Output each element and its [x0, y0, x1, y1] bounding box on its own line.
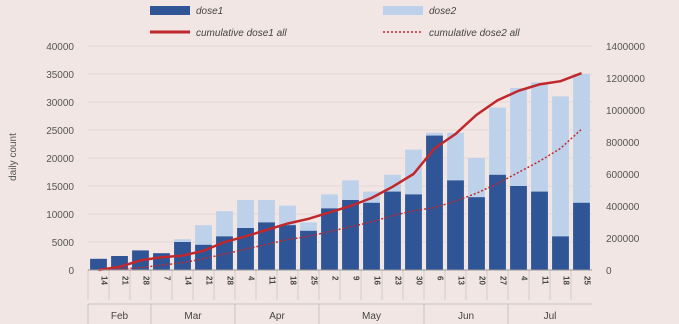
month-label: Feb: [111, 311, 129, 322]
date-tick-label: 18: [289, 276, 298, 285]
date-tick-label: 27: [499, 276, 508, 285]
cumulative-dose2-line: [98, 128, 583, 271]
legend-label-cum1: cumulative dose1 all: [196, 28, 287, 39]
date-tick-label: 21: [121, 276, 130, 285]
y-tick-label: 35000: [46, 70, 74, 81]
cumulative-dose1-line: [98, 72, 582, 272]
date-tick-label: 11: [268, 276, 277, 285]
y2-tick-label: 800000: [606, 138, 640, 149]
month-label: Jun: [458, 311, 474, 322]
y2-tick-label: 0: [606, 266, 612, 277]
month-labels: Feb Mar Apr May Jun Jul: [87, 303, 592, 324]
date-tick-label: 16: [373, 276, 382, 285]
y-tick-label: 30000: [46, 98, 74, 109]
date-tick-label: 2: [331, 276, 340, 281]
date-tick-label: 25: [310, 276, 319, 285]
dose1-bar: [573, 202, 590, 270]
legend: dose1 dose2 cumulative dose1 all cumulat…: [150, 6, 520, 39]
dose1-bar: [552, 236, 569, 270]
date-tick-label: 9: [352, 276, 361, 281]
dose1-bar: [258, 222, 275, 270]
month-label: Apr: [269, 311, 285, 322]
dose1-bar: [321, 208, 338, 270]
y2-tick-label: 200000: [606, 234, 640, 245]
dose2-bar: [552, 96, 569, 271]
date-tick-label: 23: [394, 276, 403, 285]
right-axis-ticks: 1400000 1200000 1000000 800000 600000 400000 2…: [606, 42, 645, 277]
date-tick-label: 30: [415, 276, 424, 285]
date-tick-label: 20: [478, 276, 487, 285]
dose1-bar: [363, 202, 380, 270]
dose1-bar: [342, 200, 359, 270]
dose1-bar: [384, 191, 401, 270]
legend-swatch-dose2: [383, 6, 423, 15]
dose1-bar: [468, 197, 485, 270]
dose1-bar: [489, 174, 506, 270]
y-tick-label: 10000: [46, 210, 74, 221]
y-tick-label: 25000: [46, 126, 74, 137]
date-tick-label: 7: [163, 276, 172, 281]
date-tick-label: 28: [142, 276, 151, 285]
dose1-bar: [279, 225, 296, 270]
y2-tick-label: 400000: [606, 202, 640, 213]
date-tick-label: 21: [205, 276, 214, 285]
month-label: Mar: [184, 311, 202, 322]
dose1-bars: [90, 135, 590, 270]
legend-label-dose1: dose1: [196, 6, 223, 17]
y-tick-label: 5000: [52, 238, 75, 249]
y2-tick-label: 1000000: [606, 106, 645, 117]
y-tick-label: 15000: [46, 182, 74, 193]
date-tick-label: 11: [541, 276, 550, 285]
dose1-bar: [510, 186, 527, 270]
y-tick-label: 20000: [46, 154, 74, 165]
date-tick-label: 6: [436, 276, 445, 281]
dose1-bar: [447, 180, 464, 270]
date-tick-label: 18: [562, 276, 571, 285]
date-tick-label: 14: [100, 276, 109, 285]
dose1-bar: [531, 191, 548, 270]
date-tick-label: 14: [184, 276, 193, 285]
y2-tick-label: 1400000: [606, 42, 645, 53]
legend-label-dose2: dose2: [429, 6, 457, 17]
date-tick-label: 4: [247, 276, 256, 281]
dose1-bar: [300, 230, 317, 270]
dose1-bar: [426, 135, 443, 270]
month-label: May: [362, 311, 381, 322]
date-tick-label: 13: [457, 276, 466, 285]
legend-label-cum2: cumulative dose2 all: [429, 28, 520, 39]
month-label: Jul: [544, 311, 557, 322]
date-tick-label: 4: [520, 276, 529, 281]
date-tick-label: 25: [583, 276, 592, 285]
y2-tick-label: 600000: [606, 170, 640, 181]
y2-tick-label: 1200000: [606, 74, 645, 85]
legend-swatch-dose1: [150, 6, 190, 15]
left-axis-ticks: 40000 35000 30000 25000 20000 15000 10000 5000 0: [46, 42, 74, 277]
y-axis-label: daily count: [8, 133, 19, 181]
y-tick-label: 0: [68, 266, 74, 277]
date-tick-label: 28: [226, 276, 235, 285]
date-ticks: 14 21 28 7 14 21 28 4 11 18 25 2 9 16 23 30 6 13 20 27 4 11 18…: [87, 270, 592, 300]
dose1-bar: [90, 258, 107, 270]
dose1-bar: [405, 194, 422, 270]
y-tick-label: 40000: [46, 42, 74, 53]
